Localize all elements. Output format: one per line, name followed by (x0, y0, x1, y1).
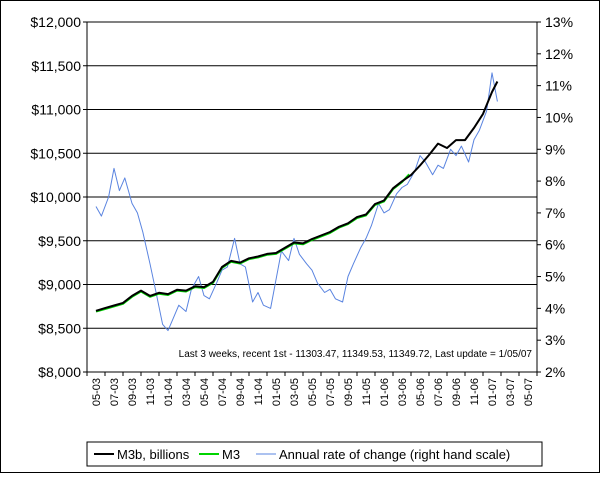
y-right-tick-label: 10% (545, 109, 573, 125)
series-lines (95, 72, 499, 332)
y-right-tick-label: 8% (545, 173, 565, 189)
legend-label-m3: M3 (222, 447, 240, 462)
x-tick-label: 07-06 (433, 378, 445, 406)
x-tick-label: 11-03 (145, 378, 157, 405)
x-tick-label: 07-04 (217, 378, 229, 406)
x-tick-label: 09-05 (343, 378, 355, 406)
x-tick-label: 01-04 (163, 378, 175, 406)
y-left-tick-label: $11,000 (31, 102, 81, 118)
x-tick-label: 03-06 (397, 378, 409, 406)
y-axis-left: $8,000 $8,500 $9,000 $9,500 $10,000 $10,500 $1… (30, 14, 88, 380)
legend: M3b, billions M3 Annual rate of change (… (86, 441, 543, 467)
x-tick-label: 07-03 (109, 378, 121, 406)
series-line-m3b (95, 81, 499, 312)
y-axis-right: 2% 3% 4% 5% 6% 7% 8% 9% 10% 11% 12% 13% (536, 14, 573, 380)
y-left-tick-label: $12,000 (30, 14, 81, 30)
x-tick-label: 05-04 (199, 378, 211, 406)
y-right-tick-label: 4% (545, 300, 565, 316)
x-tick-label: 07-05 (325, 378, 337, 406)
x-tick-label: 09-06 (451, 378, 463, 406)
x-tick-label: 05-06 (415, 378, 427, 406)
y-right-tick-label: 12% (545, 46, 573, 62)
x-tick-label: 03-04 (181, 378, 193, 406)
y-left-tick-label: $9,000 (38, 277, 81, 293)
legend-box (86, 441, 543, 467)
x-tick-label: 05-07 (523, 378, 535, 406)
x-tick-label: 11-06 (469, 378, 481, 405)
legend-label-m3b: M3b, billions (117, 447, 190, 462)
x-tick-label: 01-05 (271, 378, 283, 406)
x-tick-label: 01-07 (487, 378, 499, 406)
chart-annotation: Last 3 weeks, recent 1st - 11303.47, 113… (179, 349, 533, 360)
y-right-tick-label: 7% (545, 205, 565, 221)
y-left-tick-label: $8,500 (38, 320, 81, 336)
series-line-rate (95, 72, 498, 332)
x-axis: 05-03 07-03 09-03 11-03 01-04 03-04 05-04 07-04… (86, 371, 538, 406)
y-left-tick-label: $10,000 (30, 189, 81, 205)
x-tick-label: 09-03 (127, 378, 139, 406)
y-right-tick-label: 11% (545, 78, 572, 94)
x-tick-label: 05-05 (307, 378, 319, 406)
gridlines (87, 21, 537, 329)
x-tick-label: 03-07 (505, 378, 517, 406)
y-left-tick-label: $9,500 (38, 233, 81, 249)
y-right-tick-label: 5% (545, 269, 565, 285)
y-left-tick-label: $10,500 (30, 145, 81, 161)
y-right-tick-label: 13% (545, 14, 573, 30)
x-tick-label: 11-05 (361, 378, 373, 405)
y-left-tick-label: $11,500 (31, 58, 81, 74)
y-right-tick-label: 6% (545, 237, 565, 253)
x-tick-label: 09-04 (235, 378, 247, 406)
y-right-tick-label: 3% (545, 332, 565, 348)
y-right-tick-label: 2% (545, 364, 565, 380)
y-left-tick-label: $8,000 (38, 364, 81, 380)
y-right-tick-label: 9% (545, 141, 565, 157)
x-tick-label: 05-03 (91, 378, 103, 406)
legend-label-rate: Annual rate of change (right hand scale) (279, 447, 510, 462)
x-tick-label: 03-05 (289, 378, 301, 406)
x-tick-label: 11-04 (253, 378, 265, 405)
x-tick-label: 01-06 (379, 378, 391, 406)
